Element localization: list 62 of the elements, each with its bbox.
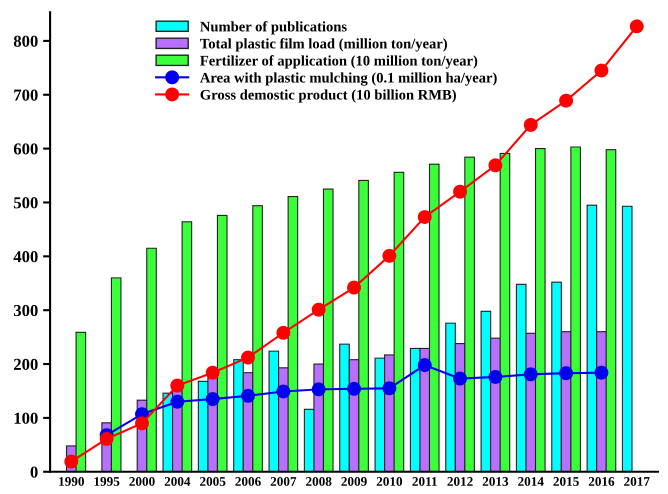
point <box>453 372 468 386</box>
point <box>630 19 644 34</box>
point <box>418 210 432 224</box>
point <box>312 302 326 317</box>
y-tick-label: 100 <box>14 412 38 424</box>
point <box>524 118 538 132</box>
x-tick-label: 1990 <box>59 477 84 486</box>
x-tick-label: 2014 <box>518 477 544 486</box>
point <box>347 382 361 396</box>
point <box>100 432 114 446</box>
point <box>206 392 220 406</box>
point <box>276 384 290 398</box>
point <box>276 326 290 340</box>
point <box>241 350 255 365</box>
x-tick-label: 2015 <box>553 477 579 486</box>
bar <box>622 206 633 472</box>
point <box>241 388 255 403</box>
legend-label: Gross demostic product (10 billion RMB) <box>200 89 456 103</box>
point <box>418 358 432 372</box>
x-tick-label: 2012 <box>447 477 473 486</box>
x-tick-label: 2010 <box>376 477 402 486</box>
point <box>382 381 396 396</box>
point <box>64 454 78 468</box>
x-tick-label: 2017 <box>624 477 650 486</box>
legend-label: Area with plastic mulching (0.1 million ha/year) <box>200 72 497 86</box>
point <box>135 416 149 430</box>
point <box>347 280 361 295</box>
point <box>594 366 608 380</box>
y-tick-label: 800 <box>14 36 38 47</box>
legend-label: Fertilizer of application (10 million ton/year) <box>200 55 478 69</box>
x-tick-label: 2007 <box>270 477 296 486</box>
point <box>170 378 184 393</box>
y-tick-label: 300 <box>14 304 38 316</box>
point <box>206 366 220 380</box>
x-tick-label: 2004 <box>164 477 190 486</box>
x-tick-label: 1995 <box>94 477 120 486</box>
x-tick-label: 2008 <box>306 477 332 486</box>
y-tick-label: 0 <box>30 466 38 478</box>
x-tick-label: 2011 <box>412 477 437 486</box>
y-tick-label: 500 <box>14 197 38 208</box>
point <box>559 94 574 108</box>
y-tick-label: 400 <box>14 251 38 262</box>
y-tick-label: 700 <box>14 89 38 101</box>
x-tick-label: 2009 <box>341 477 367 486</box>
point <box>453 184 468 199</box>
x-tick-label: 2005 <box>200 477 226 486</box>
point <box>524 367 538 382</box>
point <box>594 64 608 78</box>
legend-label: Total plastic film load (million ton/year) <box>200 38 448 52</box>
point <box>170 394 184 409</box>
y-tick-label: 600 <box>14 143 38 155</box>
x-tick-label: 2013 <box>482 477 508 486</box>
point <box>488 158 502 172</box>
x-tick-label: 2016 <box>588 477 614 486</box>
point <box>382 248 396 263</box>
point <box>488 370 502 384</box>
point <box>312 382 326 396</box>
legend-label: Number of publications <box>200 21 347 34</box>
x-tick-label: 2006 <box>235 477 261 486</box>
y-tick-label: 200 <box>14 358 38 370</box>
x-tick-label: 2000 <box>129 477 155 486</box>
point <box>559 366 574 380</box>
